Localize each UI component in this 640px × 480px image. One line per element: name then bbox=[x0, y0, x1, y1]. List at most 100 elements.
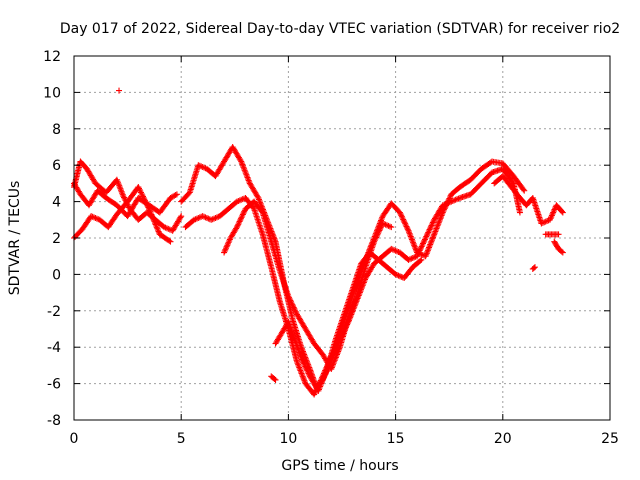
data-point bbox=[212, 214, 219, 221]
data-point bbox=[444, 200, 451, 207]
data-point bbox=[285, 293, 292, 300]
data-point bbox=[138, 190, 145, 197]
data-point bbox=[419, 240, 426, 247]
data-point bbox=[538, 220, 545, 227]
data-point bbox=[149, 214, 156, 221]
data-point bbox=[195, 162, 202, 169]
data-point bbox=[292, 308, 299, 315]
data-point bbox=[291, 305, 298, 312]
data-point bbox=[559, 209, 566, 216]
data-point bbox=[290, 304, 297, 311]
data-point bbox=[151, 218, 158, 225]
y-tick-label: -6 bbox=[47, 377, 61, 393]
data-point bbox=[235, 221, 242, 228]
data-point bbox=[209, 216, 216, 223]
y-tick-label: 2 bbox=[52, 231, 61, 247]
data-point bbox=[136, 186, 143, 193]
y-tick-label: 0 bbox=[52, 267, 61, 283]
data-point bbox=[271, 376, 278, 383]
data-point bbox=[154, 227, 161, 234]
data-point bbox=[371, 237, 378, 244]
data-point bbox=[396, 209, 403, 216]
data-point bbox=[151, 220, 158, 227]
x-tick-label: 10 bbox=[279, 431, 297, 447]
data-point bbox=[146, 207, 153, 214]
data-point bbox=[291, 307, 298, 314]
data-point bbox=[427, 223, 434, 230]
data-point bbox=[520, 186, 527, 193]
data-point bbox=[161, 224, 168, 231]
data-point bbox=[544, 218, 551, 225]
data-point bbox=[289, 301, 296, 308]
data-point bbox=[394, 248, 401, 255]
data-point bbox=[416, 249, 423, 255]
data-point bbox=[148, 211, 155, 218]
data-point bbox=[191, 216, 198, 223]
data-point bbox=[424, 230, 431, 237]
data-point bbox=[421, 236, 428, 243]
data-point bbox=[177, 214, 184, 221]
data-point bbox=[302, 363, 309, 370]
data-point bbox=[377, 224, 384, 231]
data-point bbox=[198, 163, 205, 170]
y-tick-label: 12 bbox=[43, 49, 61, 65]
data-point bbox=[288, 300, 295, 307]
y-axis-label: SDTVAR / TECUs bbox=[7, 181, 23, 296]
data-point bbox=[147, 208, 154, 215]
data-point bbox=[287, 297, 294, 304]
data-point bbox=[236, 197, 243, 204]
data-point bbox=[391, 247, 398, 254]
data-point bbox=[396, 273, 403, 280]
data-point bbox=[239, 211, 246, 218]
y-tick-label: 6 bbox=[52, 158, 61, 174]
data-point bbox=[306, 371, 313, 378]
data-point bbox=[154, 225, 161, 232]
data-point bbox=[439, 209, 446, 216]
data-point bbox=[388, 245, 395, 252]
data-point bbox=[139, 192, 146, 199]
data-point bbox=[298, 356, 305, 363]
data-point bbox=[427, 225, 434, 232]
data-point bbox=[425, 229, 432, 236]
data-point bbox=[172, 192, 179, 199]
data-point bbox=[286, 294, 293, 301]
data-point bbox=[539, 219, 546, 226]
data-point bbox=[403, 223, 410, 230]
data-point bbox=[372, 235, 379, 242]
data-point bbox=[298, 355, 305, 362]
data-point bbox=[235, 197, 242, 204]
data-point bbox=[509, 179, 516, 186]
data-point bbox=[201, 164, 208, 171]
data-point bbox=[555, 231, 562, 238]
data-point bbox=[439, 202, 446, 209]
data-point bbox=[195, 214, 202, 221]
data-point bbox=[400, 217, 407, 224]
data-point bbox=[398, 212, 405, 219]
data-point bbox=[303, 366, 310, 373]
data-point bbox=[379, 220, 386, 227]
axis-ticks: 0 5 10 15 20 25 -8 -6 -4 -2 0 2 4 6 8 10 12 bbox=[43, 49, 619, 447]
x-tick-label: 20 bbox=[494, 431, 512, 447]
data-point bbox=[290, 303, 297, 310]
data-point bbox=[293, 310, 300, 317]
data-point bbox=[120, 193, 127, 200]
y-tick-label: 10 bbox=[43, 85, 61, 101]
data-point bbox=[404, 224, 411, 231]
x-axis-label: GPS time / hours bbox=[281, 458, 398, 474]
data-point bbox=[155, 228, 162, 235]
data-point bbox=[423, 232, 430, 239]
data-point bbox=[374, 231, 381, 238]
data-point bbox=[414, 253, 421, 260]
data-point bbox=[376, 227, 383, 234]
data-point bbox=[411, 254, 418, 261]
data-point bbox=[254, 193, 261, 200]
data-point bbox=[397, 210, 404, 217]
data-point bbox=[234, 222, 241, 229]
data-point bbox=[238, 196, 245, 203]
data-point bbox=[192, 216, 199, 223]
y-tick-label: -4 bbox=[47, 340, 61, 356]
chart-title: Day 017 of 2022, Sidereal Day-to-day VTE… bbox=[60, 21, 620, 37]
data-point bbox=[392, 271, 399, 278]
data-point bbox=[152, 221, 159, 228]
